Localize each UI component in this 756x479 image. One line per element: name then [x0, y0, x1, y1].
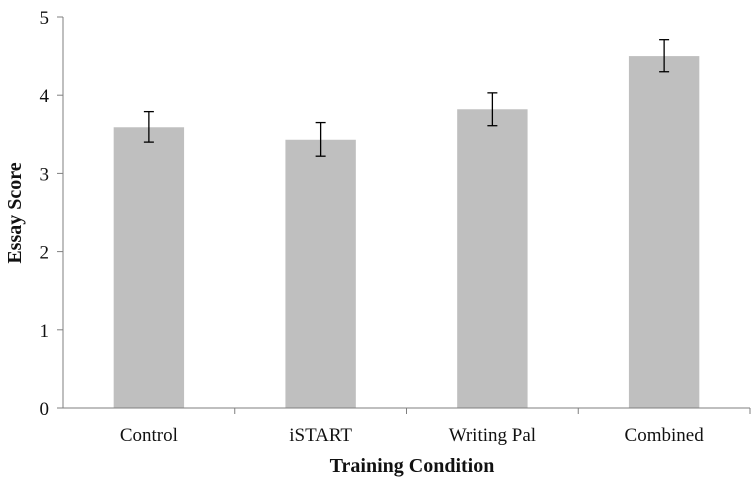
- y-tick-label: 3: [40, 164, 50, 185]
- x-tick-label: Writing Pal: [449, 425, 536, 446]
- y-axis-title: Essay Score: [4, 162, 26, 263]
- bar-control: [113, 127, 185, 409]
- x-tick-label: Combined: [625, 425, 705, 446]
- y-tick-label: 4: [40, 86, 50, 107]
- y-tick-label: 2: [40, 243, 50, 264]
- y-tick-label: 1: [40, 321, 50, 342]
- bar-combined: [628, 56, 700, 408]
- bars-layer: [113, 56, 700, 409]
- y-tick-label: 5: [40, 8, 50, 29]
- x-ticks-layer: Control iSTART Writing Pal Combined: [120, 408, 751, 446]
- x-axis-title: Training Condition: [330, 455, 495, 477]
- x-tick-label: Control: [120, 425, 178, 446]
- x-tick-label: iSTART: [289, 425, 352, 446]
- y-tick-label: 0: [40, 399, 50, 420]
- error-bars-layer: [143, 39, 670, 157]
- bar-writing-pal: [457, 109, 528, 408]
- bar-istart: [285, 139, 356, 409]
- y-ticks-layer: 0 1 2 3 4 5: [40, 8, 63, 420]
